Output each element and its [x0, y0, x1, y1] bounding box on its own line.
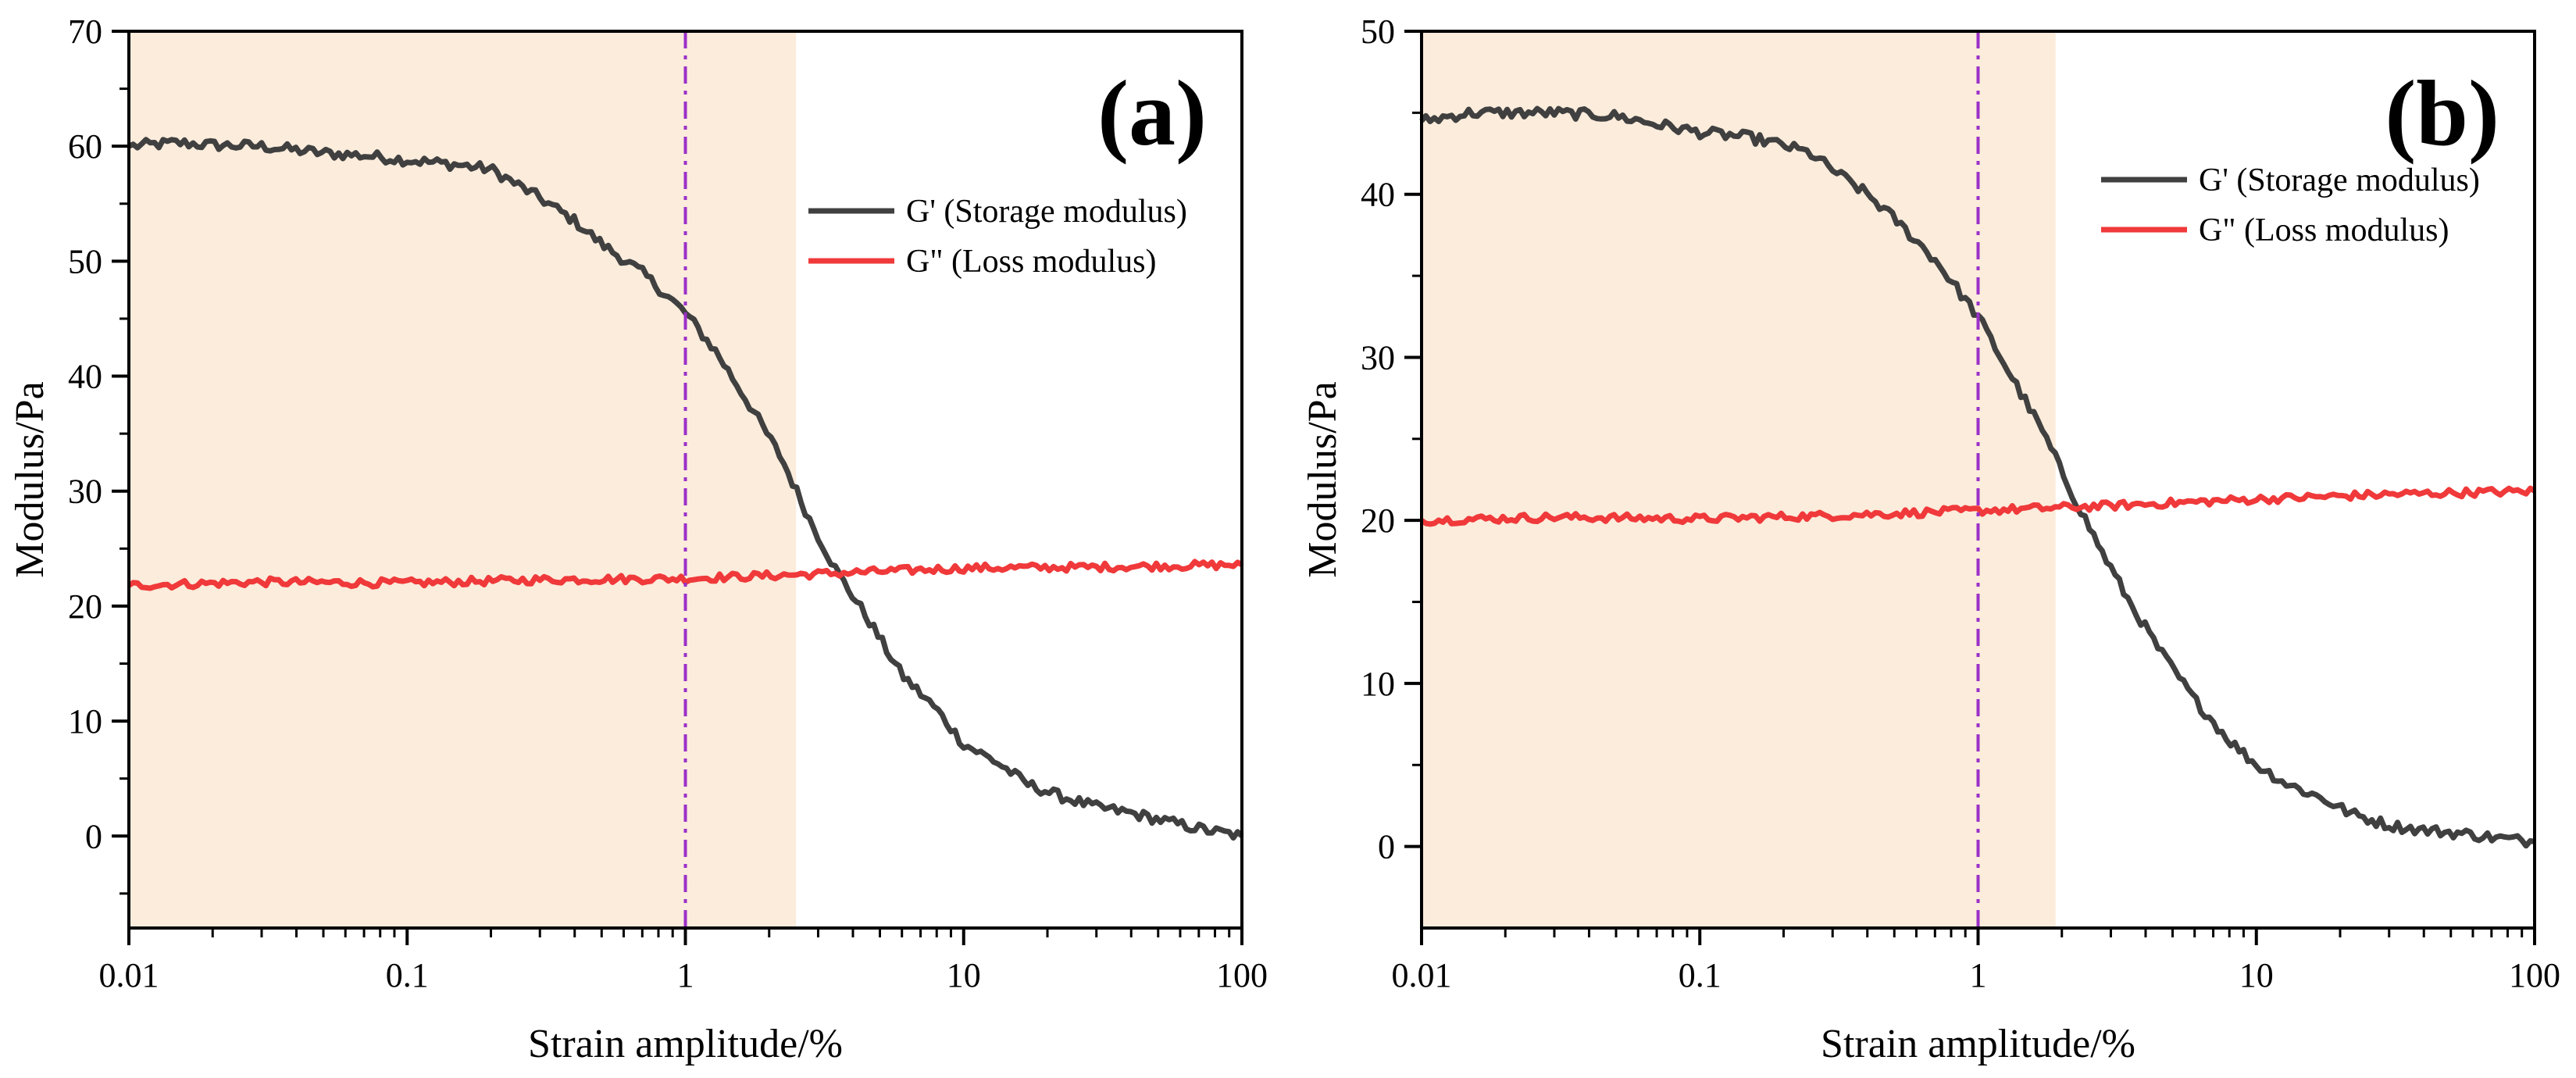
- x-tick-label: 0.1: [386, 956, 429, 994]
- loss-modulus-line: [1420, 485, 2536, 527]
- y-tick-label: 30: [1361, 338, 1395, 377]
- panel-label: (b): [2385, 61, 2499, 165]
- legend-label: G" (Loss modulus): [906, 244, 1156, 280]
- y-tick-label: 60: [68, 127, 102, 166]
- y-tick-label: 20: [68, 587, 102, 626]
- loss-modulus-line: [127, 559, 1243, 591]
- x-axis-title: Strain amplitude/%: [528, 1022, 843, 1066]
- x-tick-label: 10: [2239, 956, 2274, 994]
- y-axis-title: Modulus/Pa: [1300, 381, 1345, 577]
- y-tick-label: 0: [85, 817, 102, 855]
- y-tick-label: 10: [68, 702, 102, 741]
- chart-panel-b: 0.01 0.1 1 10 100 0 10 20 30 40 50 Strain amplitude…: [1300, 12, 2560, 1066]
- legend-label: G" (Loss modulus): [2199, 212, 2449, 248]
- x-tick-label: 100: [1216, 956, 1268, 994]
- x-tick-label: 0.01: [99, 956, 159, 994]
- x-tick-label: 1: [677, 956, 694, 994]
- y-tick-label: 30: [68, 473, 102, 511]
- y-tick-label: 20: [1361, 502, 1395, 540]
- y-tick-label: 40: [1361, 176, 1395, 214]
- x-tick-label: 1: [1970, 956, 1987, 994]
- legend-label: G' (Storage modulus): [2199, 162, 2480, 198]
- x-tick-label: 0.1: [1679, 956, 1721, 994]
- y-tick-label: 40: [68, 358, 102, 396]
- y-tick-label: 70: [68, 12, 102, 51]
- chart-panel-a: 0.01 0.1 1 10 100 0 10 20 30 40 50 60 70 Strain ampli…: [8, 12, 1268, 1066]
- legend-label: G' (Storage modulus): [906, 194, 1187, 230]
- y-tick-label: 0: [1378, 828, 1395, 866]
- shaded-linear-region: [1422, 31, 2056, 928]
- x-tick-label: 100: [2509, 956, 2560, 994]
- x-tick-label: 0.01: [1392, 956, 1452, 994]
- y-tick-label: 50: [68, 242, 102, 280]
- panel-label: (a): [1097, 61, 1207, 165]
- y-tick-label: 50: [1361, 12, 1395, 51]
- y-tick-label: 10: [1361, 665, 1395, 703]
- y-axis-title: Modulus/Pa: [8, 381, 52, 577]
- x-tick-label: 10: [947, 956, 981, 994]
- x-axis-title: Strain amplitude/%: [1821, 1022, 2135, 1066]
